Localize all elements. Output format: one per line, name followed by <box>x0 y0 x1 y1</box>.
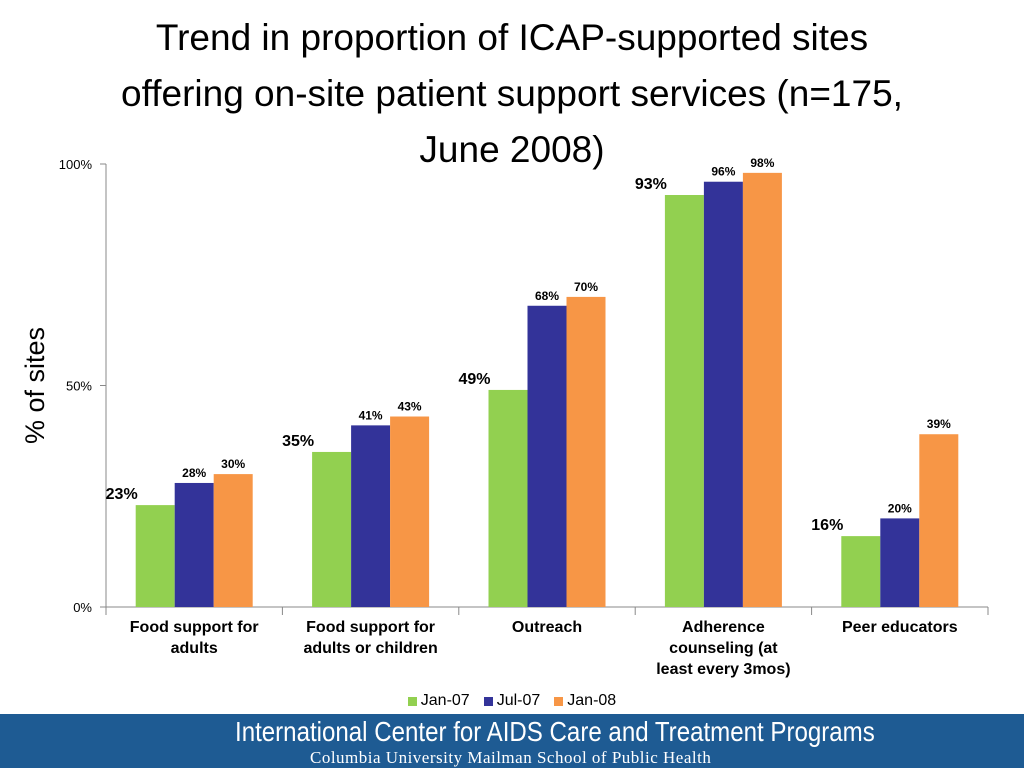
legend-item: Jul-07 <box>483 692 541 710</box>
bar-jul-07 <box>703 181 743 607</box>
category-label: counseling (at <box>669 640 778 657</box>
footer-banner: International Center for AIDS Care and T… <box>0 714 1024 768</box>
legend-item: Jan-08 <box>554 692 616 710</box>
category-label: Food support for <box>130 619 259 636</box>
data-label: 20% <box>888 501 912 515</box>
bar-jan-08 <box>390 416 430 607</box>
data-label: 35% <box>282 433 314 450</box>
data-label: 96% <box>711 165 735 179</box>
bar-jan-07 <box>488 389 528 607</box>
data-label: 68% <box>535 289 559 303</box>
bar-chart: 0% 50% 100% % of sites 23% 28% 30% Food support… <box>20 156 989 678</box>
chart-legend: Jan-07 Jul-07 Jan-08 <box>0 692 1024 710</box>
category-label: least every 3mos) <box>656 661 790 678</box>
bar-jul-07 <box>527 305 567 607</box>
chart-title-line-2: offering on-site patient support service… <box>121 73 903 114</box>
y-tick-label: 0% <box>73 600 92 615</box>
category-label: Food support for <box>306 619 435 636</box>
category-label: adults or children <box>303 640 437 657</box>
bar-jul-07 <box>880 518 920 607</box>
data-label: 39% <box>927 417 951 431</box>
bar-jul-07 <box>174 482 214 607</box>
bar-jan-07 <box>664 195 704 607</box>
category-label: Peer educators <box>842 619 958 636</box>
bar-jan-08 <box>742 172 782 608</box>
category-label: adults <box>171 640 218 657</box>
legend-swatch <box>554 696 564 706</box>
category-label: Outreach <box>512 619 582 636</box>
legend-swatch <box>407 696 417 706</box>
y-tick-label: 50% <box>66 379 92 394</box>
bar-jan-07 <box>312 451 352 607</box>
bar-jan-08 <box>213 474 253 607</box>
data-label: 41% <box>359 408 383 422</box>
footer-org-name: International Center for AIDS Care and T… <box>235 716 875 747</box>
data-label: 23% <box>106 486 138 503</box>
bar-jan-08 <box>919 434 959 607</box>
bar-jan-07 <box>135 505 175 607</box>
data-label: 28% <box>182 466 206 480</box>
footer-school-name: Columbia University Mailman School of Pu… <box>310 748 712 767</box>
data-label: 98% <box>750 156 774 170</box>
bar-jul-07 <box>351 425 391 607</box>
chart-title-line-3: June 2008) <box>419 129 605 170</box>
data-label: 30% <box>221 457 245 471</box>
legend-label: Jan-08 <box>567 692 617 709</box>
data-label: 49% <box>458 371 490 388</box>
legend-swatch <box>483 696 493 706</box>
data-label: 16% <box>811 517 843 534</box>
legend-label: Jul-07 <box>496 692 541 709</box>
category-label: Adherence <box>682 619 765 636</box>
data-label: 93% <box>635 176 667 193</box>
chart-title-line-1: Trend in proportion of ICAP-supported si… <box>155 17 869 58</box>
legend-label: Jan-07 <box>420 692 470 709</box>
y-axis-title: % of sites <box>20 327 50 444</box>
legend-item: Jan-07 <box>407 692 470 710</box>
data-label: 70% <box>574 280 598 294</box>
data-label: 43% <box>398 400 422 414</box>
y-tick-label: 100% <box>59 157 93 172</box>
chart-title: Trend in proportion of ICAP-supported si… <box>20 10 1004 178</box>
bar-jan-07 <box>841 536 881 607</box>
bar-jan-08 <box>566 296 606 607</box>
